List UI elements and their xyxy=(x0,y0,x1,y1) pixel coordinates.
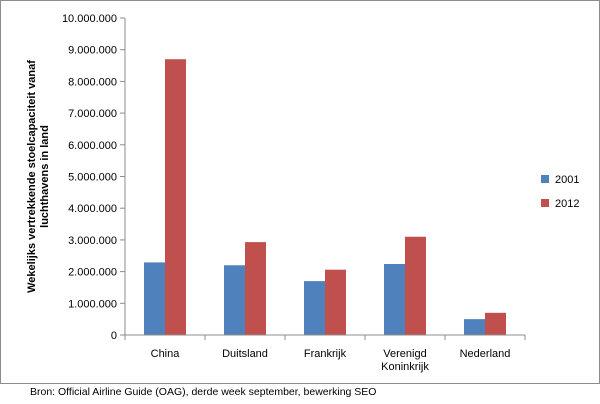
x-category-label: Nederland xyxy=(460,348,511,360)
y-tick-label: 10.000.000 xyxy=(62,13,117,25)
y-tick-label: 8.000.000 xyxy=(68,76,117,88)
x-category-label: Verenigd Koninkrijk xyxy=(381,348,429,373)
y-axis-title: Wekelijks vertrekkende stoelcapaciteit v… xyxy=(26,60,51,293)
y-tick-label: 2.000.000 xyxy=(68,267,117,279)
y-tick-label: 7.000.000 xyxy=(68,108,117,120)
y-axis-ticks: 0 1.000.000 2.000.000 3.000.000 4.000.000 5.0… xyxy=(62,13,125,342)
bar-2012-verenigd-koninkrijk xyxy=(405,236,426,335)
source-note: Bron: Official Airline Guide (OAG), derd… xyxy=(30,386,377,398)
x-category-label: China xyxy=(151,348,181,360)
x-axis-categories: China Duitsland Frankrijk Verenigd Koninkrij… xyxy=(151,348,511,373)
y-tick-label: 1.000.000 xyxy=(68,298,117,310)
axes xyxy=(124,18,526,340)
bar-2012-frankrijk xyxy=(325,269,346,335)
bar-chart: Wekelijks vertrekkende stoelcapaciteit v… xyxy=(26,13,579,373)
legend-swatch xyxy=(541,199,549,207)
y-tick-label: 4.000.000 xyxy=(68,203,117,215)
bar-2001-frankrijk xyxy=(304,281,325,335)
bars xyxy=(144,59,506,336)
y-tick-label: 6.000.000 xyxy=(68,140,117,152)
bar-2001-duitsland xyxy=(224,265,245,335)
bar-2012-china xyxy=(165,59,186,336)
x-category-label: Duitsland xyxy=(222,348,268,360)
bar-2012-duitsland xyxy=(245,242,266,335)
y-axis-label: Wekelijks vertrekkende stoelcapaciteit v… xyxy=(26,60,51,293)
x-category-label: Frankrijk xyxy=(304,348,347,360)
y-tick-label: 5.000.000 xyxy=(68,172,117,184)
y-tick-label: 9.000.000 xyxy=(68,45,117,57)
bar-2001-nederland xyxy=(464,319,485,335)
legend-label: 2001 xyxy=(555,174,579,186)
bar-2001-china xyxy=(144,262,165,335)
bar-2012-nederland xyxy=(485,312,506,335)
y-tick-label: 0 xyxy=(111,330,117,342)
legend-label: 2012 xyxy=(555,198,579,210)
y-tick-label: 3.000.000 xyxy=(68,235,117,247)
legend-swatch xyxy=(541,175,549,183)
bar-2001-verenigd-koninkrijk xyxy=(384,263,405,335)
legend: 2001 2012 xyxy=(541,174,579,210)
